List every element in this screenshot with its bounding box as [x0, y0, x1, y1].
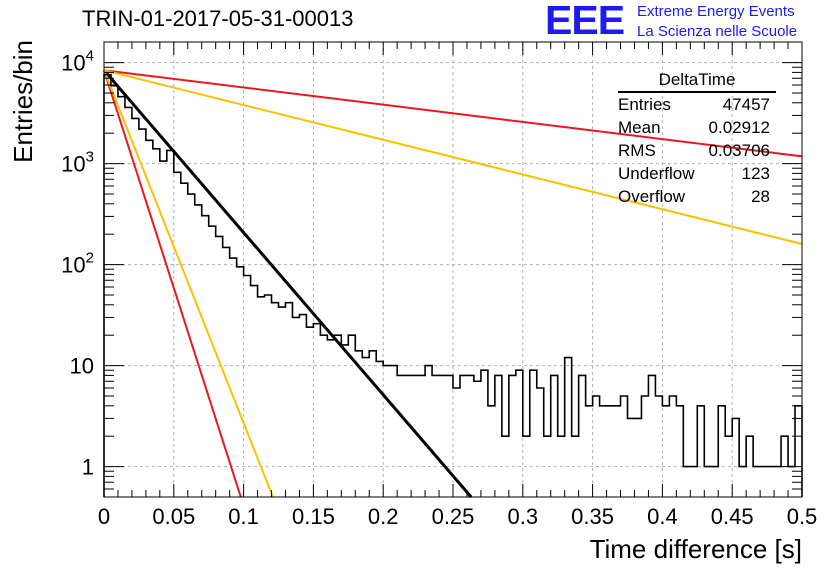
stats-value: 47457 — [722, 95, 770, 114]
y-tick-label: 102 — [61, 250, 94, 278]
x-tick-label: 0.5 — [787, 504, 818, 529]
stats-value: 123 — [741, 164, 770, 183]
x-tick-label: 0.35 — [571, 504, 614, 529]
stats-value: 0.02912 — [708, 118, 770, 137]
x-axis-title: Time difference [s] — [590, 534, 802, 564]
logo-line-2: La Scienza nelle Scuole — [637, 23, 798, 40]
y-tick-label: 103 — [61, 149, 94, 177]
x-tick-label: 0.05 — [152, 504, 195, 529]
y-tick-label: 10 — [70, 354, 94, 379]
y-tick-label: 104 — [61, 48, 94, 76]
eee-logo: EEE Extreme Energy Events La Scienza nel… — [545, 0, 833, 45]
x-tick-label: 0.1 — [228, 504, 259, 529]
logo-line-1: Extreme Energy Events — [637, 3, 795, 20]
fit-curve-2 — [103, 69, 242, 498]
fit-curve-1 — [102, 69, 473, 498]
stats-value: 28 — [751, 187, 770, 206]
x-tick-label: 0.2 — [368, 504, 399, 529]
fit-curve-5 — [103, 69, 803, 245]
stats-label: Underflow — [618, 164, 695, 183]
x-tick-label: 0 — [98, 504, 110, 529]
x-tick-label: 0.45 — [711, 504, 754, 529]
x-tick-label: 0.15 — [292, 504, 335, 529]
page-title: TRIN-01-2017-05-31-00013 — [82, 6, 354, 31]
stats-label: Overflow — [618, 187, 686, 206]
stats-value: 0.03706 — [708, 141, 770, 160]
stats-row-rms: RMS 0.03706 — [610, 139, 780, 162]
fit-curve-4 — [103, 69, 803, 158]
y-tick-labels: 1 10 102 103 104 — [61, 48, 94, 480]
stats-row-mean: Mean 0.02912 — [610, 116, 780, 139]
histogram-outline — [103, 73, 803, 497]
y-axis-title: Entries/bin — [8, 40, 38, 163]
stats-row-entries: Entries 47457 — [610, 93, 780, 116]
histogram — [103, 73, 803, 497]
stats-box: DeltaTime Entries 47457 Mean 0.02912 RMS… — [610, 70, 780, 208]
stats-row-overflow: Overflow 28 — [610, 185, 780, 208]
x-tick-label: 0.25 — [432, 504, 475, 529]
stats-label: RMS — [618, 141, 656, 160]
x-tick-labels: 0 0.05 0.1 0.15 0.2 0.25 0.3 0.35 0.4 0.45 0.5 — [98, 504, 817, 529]
grid-lines — [104, 42, 802, 497]
stats-label: Entries — [618, 95, 671, 114]
fit-curve-3 — [103, 69, 274, 498]
x-tick-label: 0.3 — [508, 504, 539, 529]
stats-title: DeltaTime — [618, 70, 776, 93]
axis-ticks — [103, 42, 803, 497]
x-tick-label: 0.4 — [647, 504, 678, 529]
y-tick-label: 1 — [82, 455, 94, 480]
stats-label: Mean — [618, 118, 661, 137]
eee-logo-mark: EEE — [545, 0, 625, 43]
fit-curves — [102, 69, 803, 498]
stats-row-underflow: Underflow 123 — [610, 162, 780, 185]
